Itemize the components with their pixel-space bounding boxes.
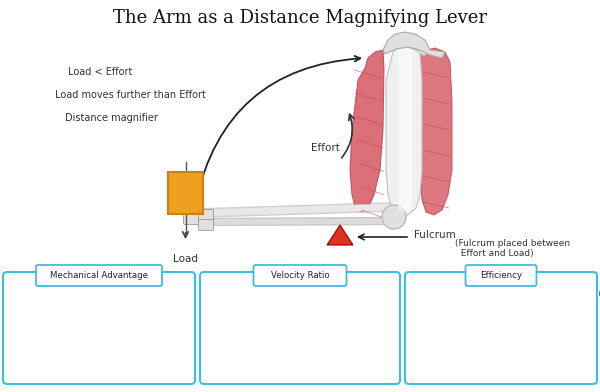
Text: Fulcrum: Fulcrum [414,230,456,240]
Text: distance moved by the load: distance moved by the load [277,298,383,307]
Text: (V.R.): (V.R.) [220,308,240,317]
Text: The effort distance is always further than
the load distance.

The velocity rati: The effort distance is always further th… [210,324,388,370]
Polygon shape [420,48,452,215]
FancyBboxPatch shape [184,212,200,225]
Text: Load: Load [173,254,198,264]
FancyBboxPatch shape [466,265,536,286]
FancyBboxPatch shape [405,272,597,384]
Text: distance moved by the effort: distance moved by the effort [277,288,388,297]
Text: (M.A.): (M.A.) [37,307,59,316]
Polygon shape [383,32,445,58]
Text: Velocity Ratio: Velocity Ratio [271,272,329,281]
Text: Effort: Effort [311,143,340,153]
FancyBboxPatch shape [199,209,214,221]
FancyBboxPatch shape [3,272,195,384]
Text: The efficiency is always less than 100%
because of friction. Energy is lost as h: The efficiency is always less than 100% … [415,332,576,354]
Text: The Arm as a Distance Magnifying Lever: The Arm as a Distance Magnifying Lever [113,9,487,27]
Text: The mechanical advantage describes
how much the force is magnified.
The M.A. dep: The mechanical advantage describes how m… [13,324,156,358]
Text: Effort: Effort [116,299,138,308]
Polygon shape [386,44,422,215]
Circle shape [382,205,406,229]
Polygon shape [327,225,353,245]
Text: Distance magnifier: Distance magnifier [65,113,158,123]
Text: Mechanical Advantage: Mechanical Advantage [472,288,559,297]
Text: (Fulcrum placed between
  Effort and Load): (Fulcrum placed between Effort and Load) [455,239,570,258]
Text: Mechanical Advantage: Mechanical Advantage [50,272,148,281]
Text: Velocity Ratio  =: Velocity Ratio = [210,292,277,301]
Text: Efficiency: Efficiency [480,272,522,281]
Polygon shape [350,50,384,212]
Text: % Efficiency  =: % Efficiency = [415,292,476,301]
FancyBboxPatch shape [254,265,347,286]
Text: Load < Effort: Load < Effort [68,67,133,77]
FancyBboxPatch shape [168,172,203,214]
Text: Mechanical Advantage =: Mechanical Advantage = [15,294,116,303]
Polygon shape [398,48,412,212]
FancyBboxPatch shape [187,205,200,214]
Text: Velocity Ratio: Velocity Ratio [485,298,538,307]
FancyBboxPatch shape [199,220,214,230]
Text: Load moves further than Effort: Load moves further than Effort [55,90,206,100]
FancyBboxPatch shape [200,272,400,384]
Text: x 100%: x 100% [587,290,600,299]
FancyBboxPatch shape [36,265,162,286]
Text: Load: Load [117,290,136,299]
Polygon shape [385,36,428,56]
